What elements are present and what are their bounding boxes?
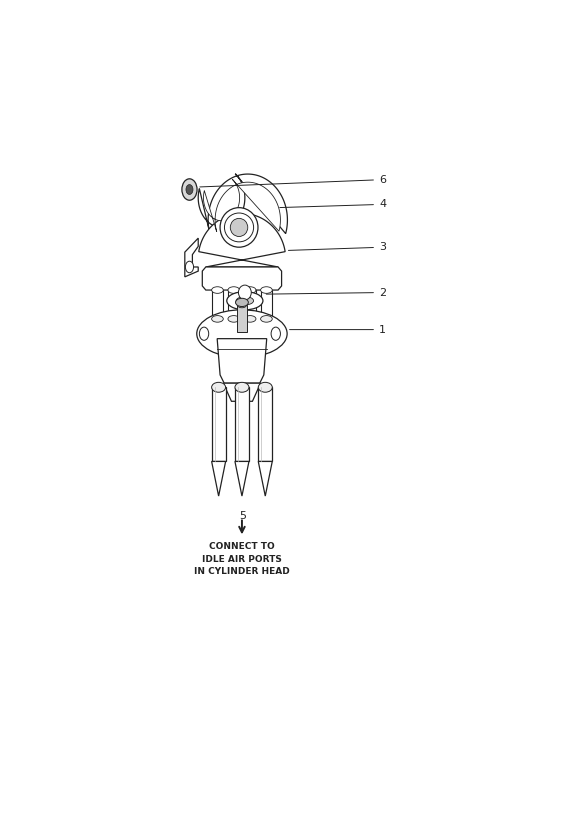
Ellipse shape: [261, 316, 272, 322]
Polygon shape: [212, 387, 226, 461]
Polygon shape: [212, 290, 223, 319]
Ellipse shape: [237, 302, 247, 308]
Ellipse shape: [244, 287, 256, 293]
Ellipse shape: [236, 298, 248, 307]
Circle shape: [182, 179, 197, 200]
Polygon shape: [223, 383, 261, 401]
Polygon shape: [228, 290, 240, 319]
Text: 5: 5: [240, 511, 247, 521]
Polygon shape: [212, 461, 226, 496]
Ellipse shape: [238, 285, 251, 300]
Ellipse shape: [230, 218, 248, 236]
Polygon shape: [258, 387, 272, 461]
Ellipse shape: [212, 316, 223, 322]
Ellipse shape: [261, 287, 272, 293]
Text: 2: 2: [266, 288, 386, 297]
Ellipse shape: [196, 310, 287, 358]
Polygon shape: [203, 179, 280, 232]
Polygon shape: [244, 290, 256, 319]
Circle shape: [271, 327, 280, 340]
Ellipse shape: [244, 316, 256, 322]
Polygon shape: [185, 238, 198, 277]
Text: 4: 4: [280, 199, 386, 209]
Circle shape: [185, 261, 194, 273]
Ellipse shape: [228, 287, 240, 293]
Circle shape: [186, 185, 193, 194]
Polygon shape: [237, 305, 247, 332]
Text: 6: 6: [200, 175, 386, 187]
Polygon shape: [235, 387, 249, 461]
Circle shape: [199, 327, 209, 340]
Ellipse shape: [236, 297, 254, 305]
Polygon shape: [261, 290, 272, 319]
Ellipse shape: [227, 292, 263, 310]
Polygon shape: [235, 461, 249, 496]
Polygon shape: [217, 339, 266, 383]
Polygon shape: [198, 174, 287, 234]
Text: CONNECT TO
IDLE AIR PORTS
IN CYLINDER HEAD: CONNECT TO IDLE AIR PORTS IN CYLINDER HE…: [194, 542, 290, 576]
Ellipse shape: [258, 382, 272, 392]
Ellipse shape: [220, 208, 258, 247]
Ellipse shape: [212, 287, 223, 293]
Ellipse shape: [224, 213, 254, 242]
Ellipse shape: [212, 382, 226, 392]
Polygon shape: [258, 461, 272, 496]
Ellipse shape: [235, 382, 249, 392]
Polygon shape: [202, 267, 282, 290]
Text: 3: 3: [289, 242, 386, 252]
Polygon shape: [199, 213, 285, 267]
Text: 1: 1: [290, 325, 386, 335]
Ellipse shape: [228, 316, 240, 322]
